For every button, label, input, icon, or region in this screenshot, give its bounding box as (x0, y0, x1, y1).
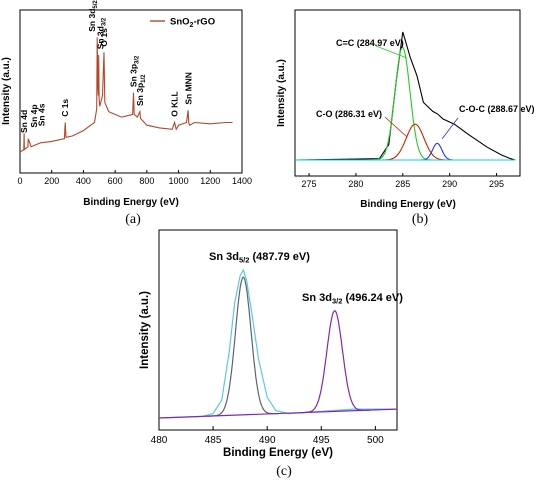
panel-a-peak-label-main: Sn 4d (19, 110, 29, 133)
panel-a-peak-label-main: Sn 3p (129, 64, 139, 87)
panel-b-c-c-line (368, 46, 437, 161)
panel-a-peak-label-sub: 1/2 (141, 74, 147, 83)
panel-a-xtick-label: 0 (17, 176, 22, 186)
panel-c: 480 485 490 495 500 Sn 3d5/2 (487.79 eV) Sn … (139, 229, 403, 479)
panel-a-peak-label-main: O KLL (170, 91, 180, 117)
panel-c-raw-fit-line (158, 268, 397, 419)
sn3d52-label-value: (487.79 eV) (249, 251, 310, 263)
panel-a-peak-label: Sn 3p3/2 (129, 55, 141, 87)
panel-a-peak-label-main: Sn 3d (96, 26, 106, 49)
panel-a-peak-label: Sn 4d (19, 110, 29, 133)
panel-a-peak-label: Sn 4p (29, 104, 39, 127)
panel-a-ylabel: Intensity (a.u.) (1, 57, 12, 125)
panel-a-frame (19, 9, 243, 174)
panel-a-xtick-label: 800 (139, 176, 154, 186)
panel-a-xtick-label: 200 (44, 176, 59, 186)
panel-a-peak-label-sub: 3/2 (102, 17, 108, 26)
coc-label: C-O-C (288.67 eV) (459, 104, 535, 114)
panel-a-peak-label-main: Sn 4p (29, 104, 39, 127)
panel-a-peak-label-main: C 1s (60, 99, 70, 117)
sn3d52-label: Sn 3d5/2 (487.79 eV) (209, 251, 310, 265)
panel-a-peak-label: Sn 3d3/2 (96, 17, 108, 49)
sn3d52-label-main: Sn 3d (209, 251, 239, 263)
panel-a-xtick-label: 600 (108, 176, 123, 186)
panel-c-frame (158, 229, 398, 431)
legend-label-main: SnO (170, 17, 190, 28)
panel-c-xtick-label: 490 (259, 435, 276, 446)
panel-a-peak-label: Sn MNN (184, 72, 194, 105)
panel-b-xtick-label: 280 (348, 179, 363, 189)
coc-pointer (441, 117, 459, 140)
panel-a-peak-label-main: Sn MNN (184, 72, 194, 105)
panel-a-xtick-label: 1400 (232, 176, 252, 186)
co-pointer (384, 116, 408, 138)
panel-c-sn-3d5-2-line (208, 276, 279, 417)
panel-c-xtick-label: 485 (205, 435, 222, 446)
panel-c-ylabel: Intensity (a.u.) (139, 291, 151, 369)
panel-b-c-o-c-line (416, 142, 459, 161)
sn3d32-label: Sn 3d3/2 (496.24 eV) (302, 292, 403, 306)
panel-b-xtick-label: 285 (395, 179, 410, 189)
sn3d32-label-value: (496.24 eV) (342, 292, 403, 304)
panel-a-peak-label: O 1s (99, 28, 109, 47)
panel-b-xtick-label: 295 (489, 179, 504, 189)
panel-a-peak-label: O KLL (170, 91, 180, 117)
panel-b: 275 280 285 290 295 C=C (284.97 eV) C-O (286… (276, 9, 535, 227)
panel-a-peak-label: Sn 4s (37, 103, 47, 126)
panel-a-peak-label: Sn 3d5/2 (87, 0, 99, 32)
co-label: C-O (286.31 eV) (316, 109, 382, 119)
panel-b-annotations: C=C (284.97 eV) C-O (286.31 eV) C-O-C (2… (316, 38, 535, 140)
panel-a-legend: SnO2-rGO (150, 17, 215, 30)
panel-a-peak-label-main: O 1s (99, 28, 109, 47)
panel-a-survey-line (19, 37, 233, 153)
cc-label: C=C (284.97 eV) (336, 38, 404, 48)
sn3d32-label-main: Sn 3d (302, 292, 332, 304)
panel-a-xlabel: Binding Energy (eV) (83, 197, 179, 208)
panel-b-xtick-label: 275 (302, 179, 317, 189)
panel-a-xtick-label: 1000 (169, 176, 189, 186)
legend-label-tail: -rGO (193, 17, 215, 28)
panel-c-xtick-label: 500 (367, 435, 384, 446)
legend-label: SnO2-rGO (170, 17, 215, 30)
panel-c-xtick-label: 480 (151, 435, 168, 446)
panel-a-peak-label-main: Sn 4s (37, 103, 47, 126)
legend-label-sub: 2 (190, 22, 194, 29)
cc-pointer (375, 45, 408, 59)
panel-b-frame (294, 9, 521, 177)
panel-c-xtick-label: 495 (313, 435, 330, 446)
panel-a-peak-label: C 1s (60, 99, 70, 117)
panel-b-xlabel: Binding Energy (eV) (360, 199, 456, 210)
sn3d52-label-sub: 5/2 (239, 256, 249, 265)
panel-a-peak-label: Sn 3p1/2 (135, 74, 147, 106)
panel-c-xlabel: Binding Energy (eV) (223, 447, 333, 459)
panel-a-peak-label-main: Sn 3p (135, 83, 145, 106)
panel-b-caption: (b) (412, 212, 429, 227)
panel-c-baseline-line (158, 408, 398, 419)
panel-a-peak-label-sub: 3/2 (135, 55, 141, 64)
panel-c-annotations: Sn 3d5/2 (487.79 eV) Sn 3d3/2 (496.24 eV… (209, 251, 403, 306)
panel-a-caption: (a) (125, 212, 141, 227)
panel-b-ylabel: Intensity (a.u.) (276, 59, 287, 127)
panel-a-peak-label-main: Sn 3d (87, 9, 97, 32)
panel-a-xtick-label: 1200 (200, 176, 220, 186)
panel-c-sn-3d3-2-line (299, 310, 370, 414)
sn3d32-label-sub: 3/2 (332, 297, 342, 306)
panel-a-peak-label-sub: 5/2 (93, 0, 99, 9)
panel-b-xtick-label: 290 (442, 179, 457, 189)
panel-a-xtick-label: 400 (76, 176, 91, 186)
panel-c-caption: (c) (276, 464, 292, 479)
